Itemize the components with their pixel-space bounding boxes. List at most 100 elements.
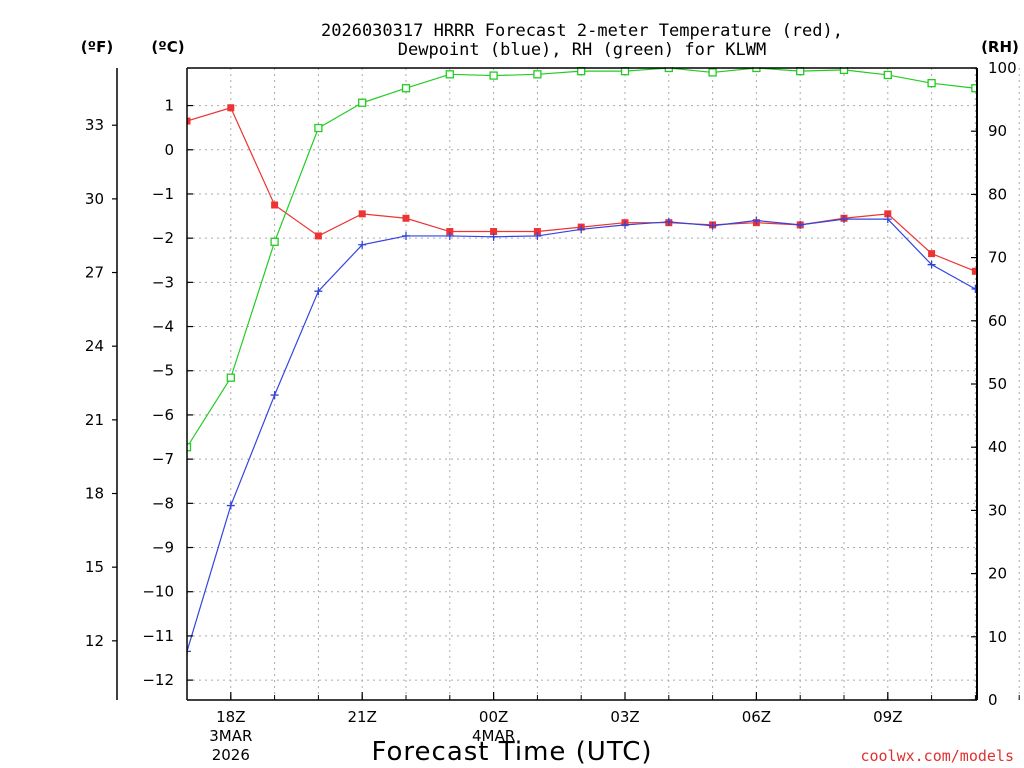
temperature-point — [490, 228, 498, 236]
fahrenheit-tick-label: 15 — [85, 558, 104, 576]
dewpoint-point — [752, 216, 761, 225]
celsius-tick-label: 0 — [164, 141, 174, 159]
celsius-tick-label: −10 — [142, 583, 174, 601]
celsius-tick-label: −12 — [142, 671, 174, 689]
temperature-line — [187, 107, 977, 273]
rh-tick-label: 100 — [988, 59, 1017, 77]
dewpoint-point — [796, 220, 805, 229]
fahrenheit-tick-label: 27 — [85, 264, 104, 282]
temperature-point — [402, 214, 410, 222]
rh-point — [883, 70, 892, 80]
dewpoint-point — [402, 231, 410, 240]
celsius-tick-label: −3 — [152, 273, 174, 291]
temperature-point — [187, 117, 191, 125]
x-tick-label: 06Z — [742, 708, 771, 726]
rh-tick-label: 50 — [988, 375, 1007, 393]
celsius-tick-label: −5 — [152, 362, 174, 380]
dewpoint-point — [971, 284, 977, 293]
dewpoint-point — [883, 215, 892, 224]
x-tick-label: 09Z — [873, 708, 902, 726]
celsius-tick-label: −6 — [152, 406, 174, 424]
x-tick-label: 00Z — [479, 708, 508, 726]
rh-line — [187, 67, 977, 448]
dewpoint-point — [314, 287, 323, 296]
dewpoint-point — [708, 221, 717, 230]
rh-point — [445, 70, 454, 79]
dewpoint-point — [270, 391, 279, 400]
fahrenheit-tick-label: 33 — [85, 116, 104, 134]
rh-unit-label: (RH) — [981, 38, 1019, 56]
rh-point — [314, 123, 323, 133]
series-layer — [187, 67, 1023, 656]
rh-tick-label: 10 — [988, 628, 1007, 646]
fahrenheit-tick-label: 30 — [85, 190, 104, 208]
x-date-label: 4MAR — [472, 727, 515, 745]
temperature-point — [446, 228, 454, 236]
fahrenheit-tick-label: 18 — [85, 485, 104, 503]
axis-layer: 10−1−2−3−4−5−6−7−8−9−10−11−1233302724211… — [85, 59, 1020, 764]
credit-link[interactable]: coolwx.com/models — [860, 747, 1014, 765]
rh-point — [226, 373, 235, 382]
x-tick-label: 03Z — [610, 708, 639, 726]
dewpoint-point — [664, 217, 673, 226]
chart-subtitle: Dewpoint (blue), RH (green) for KLWM — [398, 40, 766, 60]
temperature-point — [271, 201, 279, 209]
rh-point — [358, 98, 367, 107]
dewpoint-line — [187, 218, 977, 652]
dewpoint-point — [577, 225, 586, 234]
rh-point — [489, 71, 498, 80]
x-axis-label: Forecast Time (UTC) — [371, 737, 652, 767]
fahrenheit-tick-label: 21 — [85, 411, 104, 429]
celsius-tick-label: −8 — [152, 494, 174, 512]
rh-point — [927, 79, 936, 88]
rh-point — [971, 84, 977, 93]
celsius-tick-label: −1 — [152, 185, 174, 203]
rh-point — [401, 84, 411, 93]
dewpoint-point — [187, 647, 191, 656]
dewpoint-point — [489, 232, 498, 241]
rh-tick-label: 40 — [988, 438, 1007, 456]
temperature-point — [314, 232, 322, 240]
fahrenheit-tick-label: 24 — [85, 337, 104, 355]
temperature-point — [358, 210, 366, 218]
rh-tick-label: 30 — [988, 501, 1007, 519]
rh-tick-label: 20 — [988, 565, 1007, 583]
temperature-point — [971, 267, 977, 275]
dewpoint-point — [927, 260, 936, 269]
celsius-tick-label: −4 — [152, 318, 174, 336]
dewpoint-point — [621, 220, 629, 229]
rh-point — [839, 67, 849, 75]
fahrenheit-unit-label: (ºF) — [81, 38, 113, 56]
grid-layer — [187, 68, 1020, 700]
dewpoint-point — [358, 240, 367, 249]
dewpoint-point — [226, 501, 235, 510]
rh-point — [187, 443, 192, 452]
dewpoint-point — [1015, 300, 1023, 308]
fahrenheit-tick-label: 12 — [85, 632, 104, 650]
celsius-tick-label: −11 — [142, 627, 174, 645]
dewpoint-point — [840, 215, 848, 224]
x-date-label: 3MAR — [209, 727, 252, 745]
rh-tick-label: 80 — [988, 185, 1007, 203]
dewpoint-point — [533, 231, 542, 240]
chart-title: 2026030317 HRRR Forecast 2-meter Tempera… — [321, 21, 843, 41]
temperature-point — [533, 228, 541, 236]
rh-tick-label: 60 — [988, 312, 1007, 330]
temperature-point — [884, 210, 892, 218]
rh-tick-label: 70 — [988, 249, 1007, 267]
celsius-tick-label: 1 — [164, 97, 174, 115]
rh-point — [533, 70, 542, 79]
rh-point — [708, 68, 717, 77]
celsius-tick-label: −9 — [152, 539, 174, 557]
celsius-unit-label: (ºC) — [151, 38, 184, 56]
rh-tick-label: 0 — [988, 691, 998, 709]
temperature-point — [227, 104, 235, 112]
temperature-point — [928, 250, 936, 258]
x-tick-label: 18Z — [216, 708, 245, 726]
celsius-tick-label: −7 — [152, 450, 174, 468]
rh-point — [270, 237, 279, 246]
x-year-label: 2026 — [212, 746, 250, 764]
celsius-tick-label: −2 — [152, 229, 174, 247]
dewpoint-point — [445, 231, 454, 240]
